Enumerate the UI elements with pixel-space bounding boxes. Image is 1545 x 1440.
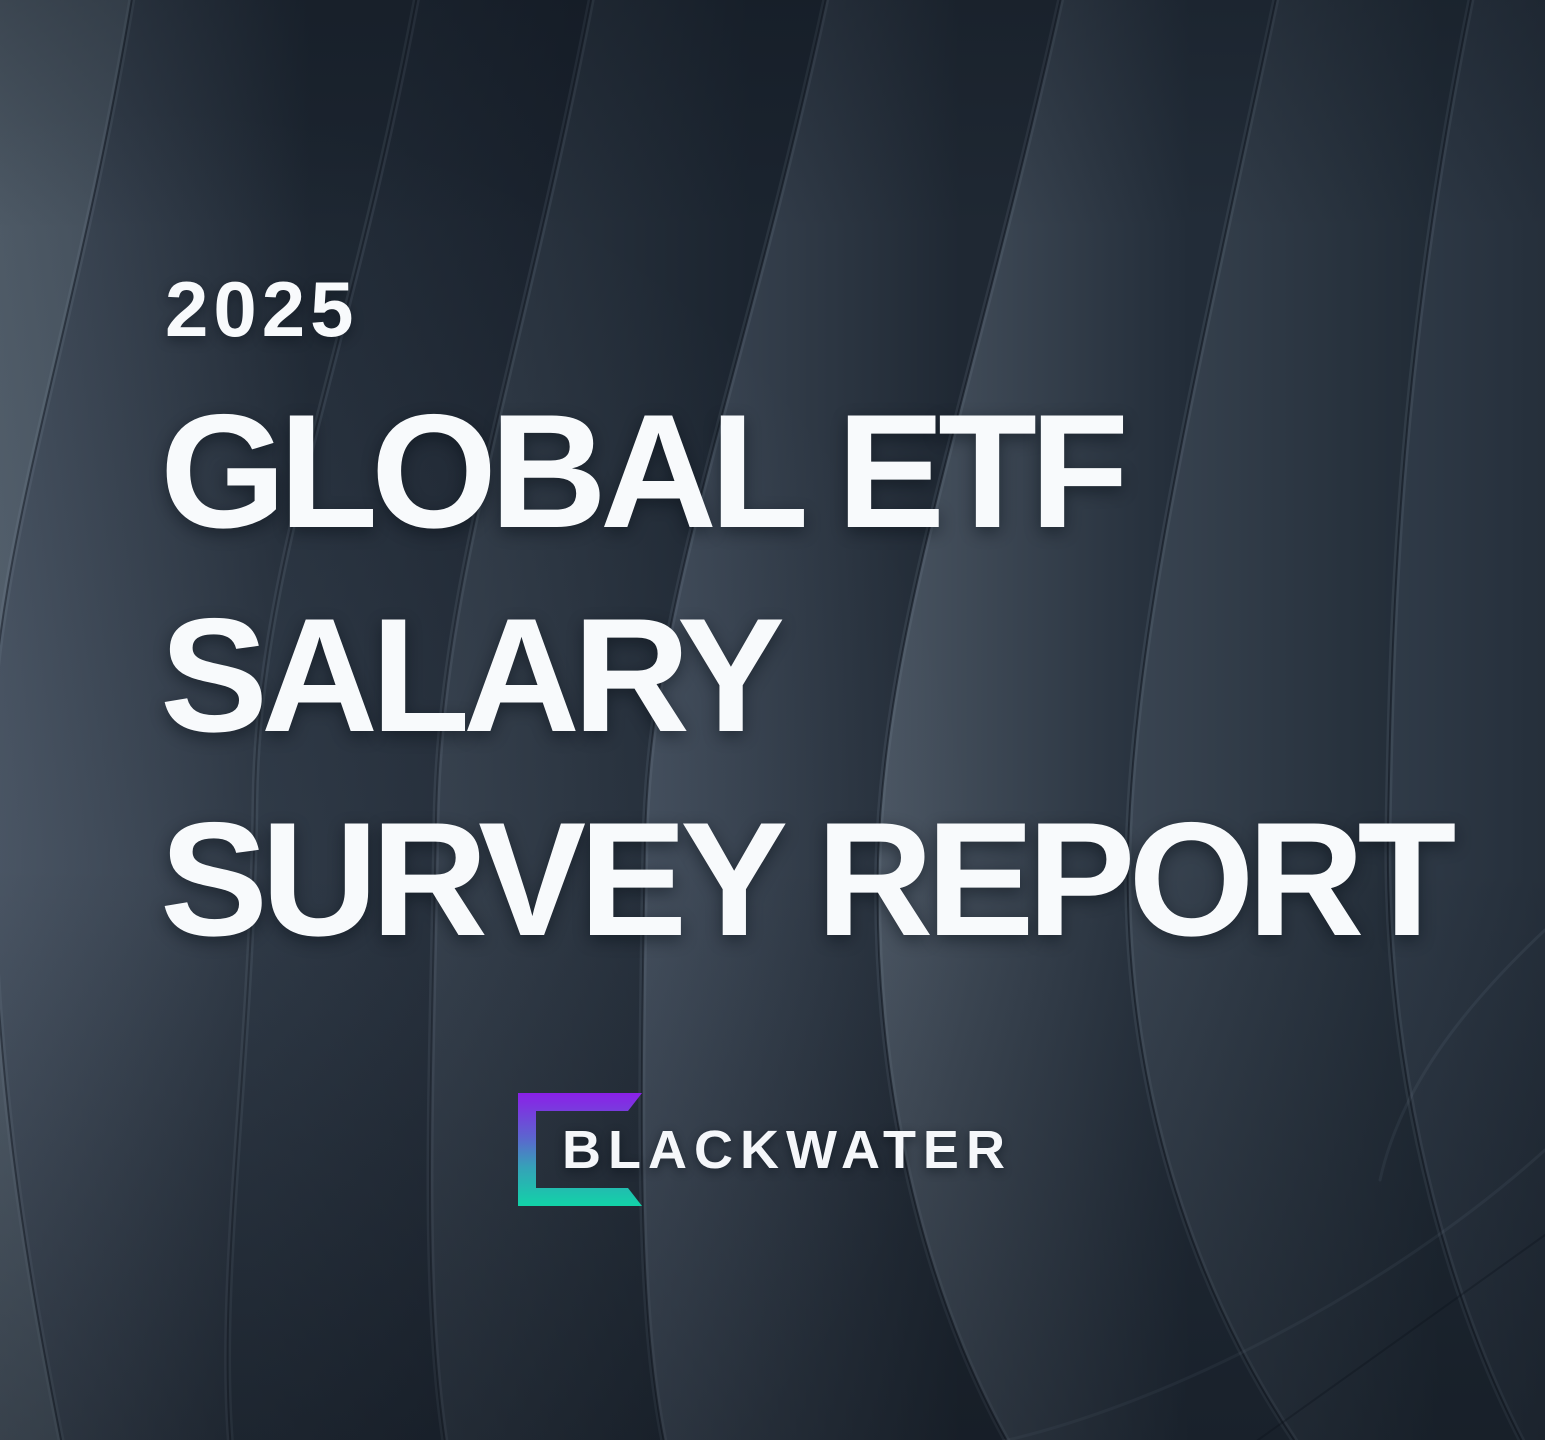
year-label: 2025 (165, 265, 359, 353)
report-title: GLOBAL ETF SALARY SURVEY REPORT (160, 370, 1456, 982)
title-line-3: SURVEY REPORT (160, 789, 1456, 970)
bracket-logo-icon (518, 1093, 642, 1206)
brand-logo: BLACKWATER (518, 1093, 1018, 1206)
title-line-1: GLOBAL ETF (160, 381, 1129, 562)
title-line-2: SALARY (160, 585, 785, 766)
brand-name: BLACKWATER (562, 1120, 1012, 1180)
